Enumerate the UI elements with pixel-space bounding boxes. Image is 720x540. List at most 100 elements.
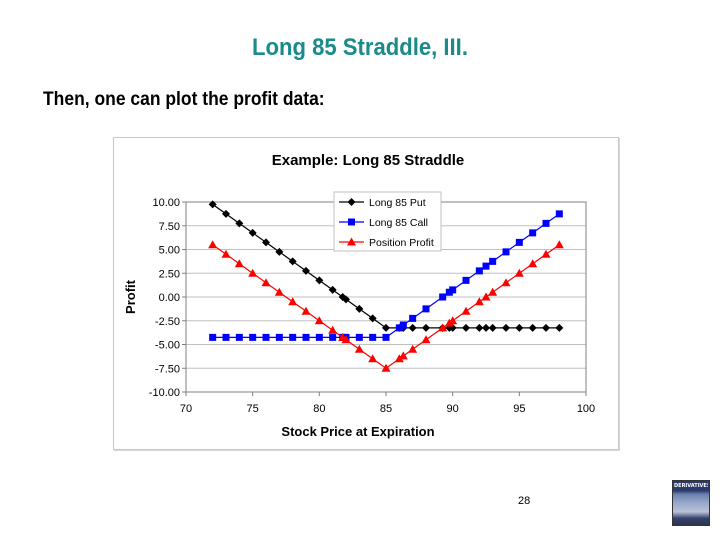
diamond-marker [408, 323, 417, 332]
y-axis-label: Profit [123, 279, 138, 314]
diamond-marker [222, 209, 230, 218]
square-marker [515, 238, 523, 246]
triangle-marker [381, 363, 391, 372]
y-tick-label: 0.00 [159, 292, 180, 304]
legend-square-icon [348, 218, 355, 226]
diamond-marker [355, 304, 364, 313]
legend-triangle-icon [347, 237, 356, 246]
square-marker [542, 219, 550, 227]
x-tick-label: 100 [577, 403, 595, 415]
triangle-marker [288, 297, 298, 306]
series-position-profit [208, 240, 564, 372]
triangle-marker [461, 306, 471, 315]
diamond-marker [382, 323, 390, 332]
y-tick-label: 5.00 [159, 245, 180, 257]
diamond-marker [262, 238, 270, 247]
diamond-marker [515, 323, 524, 332]
square-marker [422, 305, 430, 313]
triangle-marker [421, 335, 431, 344]
square-marker [439, 293, 447, 301]
diamond-marker [338, 293, 347, 301]
square-marker [395, 324, 403, 332]
square-marker [289, 333, 297, 341]
diamond-marker [288, 257, 297, 266]
y-tick-label: 7.50 [159, 221, 180, 233]
square-marker [482, 262, 490, 270]
diamond-marker [368, 314, 377, 323]
square-marker [502, 248, 510, 256]
square-marker [475, 267, 483, 275]
chart-container: Example: Long 85 Straddle 10.00 7.50 5.00 2.… [113, 137, 619, 450]
slide-title: Long 85 Straddle, III. [252, 34, 468, 61]
triangle-marker [408, 344, 418, 353]
square-marker [209, 333, 217, 341]
book-cover-logo: DERIVATIVES [672, 480, 710, 526]
triangle-marker [368, 354, 378, 363]
triangle-marker [501, 278, 511, 287]
y-tick-label: 10.00 [152, 197, 180, 209]
triangle-marker [274, 287, 284, 296]
x-tick-label: 75 [247, 403, 259, 415]
triangle-marker [488, 287, 498, 296]
square-marker [249, 333, 257, 341]
triangle-marker [448, 316, 458, 325]
triangle-marker [514, 268, 524, 277]
square-marker [462, 276, 470, 284]
square-marker [315, 333, 323, 341]
legend-label: Long 85 Put [369, 197, 426, 209]
diamond-marker [235, 219, 244, 228]
triangle-marker [208, 240, 218, 249]
square-marker [262, 333, 270, 341]
square-marker [555, 210, 563, 218]
diamond-marker [248, 228, 257, 237]
diamond-marker [528, 323, 537, 332]
y-tick-label: 2.50 [159, 268, 180, 280]
diamond-marker [315, 276, 324, 285]
diamond-marker [502, 323, 510, 332]
diamond-marker [275, 247, 284, 256]
x-tick-label: 80 [313, 403, 325, 415]
square-marker [529, 229, 537, 237]
profit-chart: Example: Long 85 Straddle 10.00 7.50 5.00 2.… [123, 152, 595, 439]
square-marker [409, 314, 417, 322]
square-marker [369, 333, 377, 341]
x-tick-label: 70 [180, 403, 192, 415]
triangle-marker [314, 316, 324, 325]
square-marker [275, 333, 283, 341]
chart-legend: Long 85 Put Long 85 Call Position Profit [333, 191, 442, 252]
triangle-marker [341, 335, 351, 344]
diamond-marker [462, 323, 470, 332]
triangle-marker [438, 323, 448, 332]
x-tick-label: 90 [447, 403, 459, 415]
triangle-marker [554, 240, 564, 249]
y-tick-label: -5.00 [155, 340, 180, 352]
y-tick-label: -7.50 [155, 363, 180, 375]
square-marker [222, 333, 230, 341]
diamond-marker [208, 200, 217, 209]
page-number: 28 [518, 495, 531, 507]
triangle-marker [301, 306, 311, 315]
diamond-marker [555, 323, 564, 332]
square-marker [235, 333, 243, 341]
square-marker [399, 321, 407, 329]
square-marker [355, 333, 363, 341]
triangle-marker [221, 249, 231, 258]
square-marker [382, 333, 390, 341]
triangle-marker [528, 259, 538, 268]
logo-text: DERIVATIVES [674, 483, 708, 489]
triangle-marker [234, 259, 244, 268]
x-axis-label: Stock Price at Expiration [281, 424, 434, 439]
square-marker [329, 333, 337, 341]
y-tick-label: -2.50 [155, 316, 180, 328]
slide-subtitle: Then, one can plot the profit data: [43, 89, 325, 110]
x-tick-label: 85 [380, 403, 392, 415]
triangle-marker [541, 249, 551, 258]
triangle-marker [328, 325, 338, 334]
diamond-marker [475, 323, 484, 332]
triangle-marker [248, 268, 258, 277]
triangle-marker [394, 354, 404, 363]
triangle-marker [354, 344, 364, 353]
diamond-marker [342, 295, 350, 304]
square-marker [302, 333, 310, 341]
legend-label: Position Profit [369, 237, 434, 249]
